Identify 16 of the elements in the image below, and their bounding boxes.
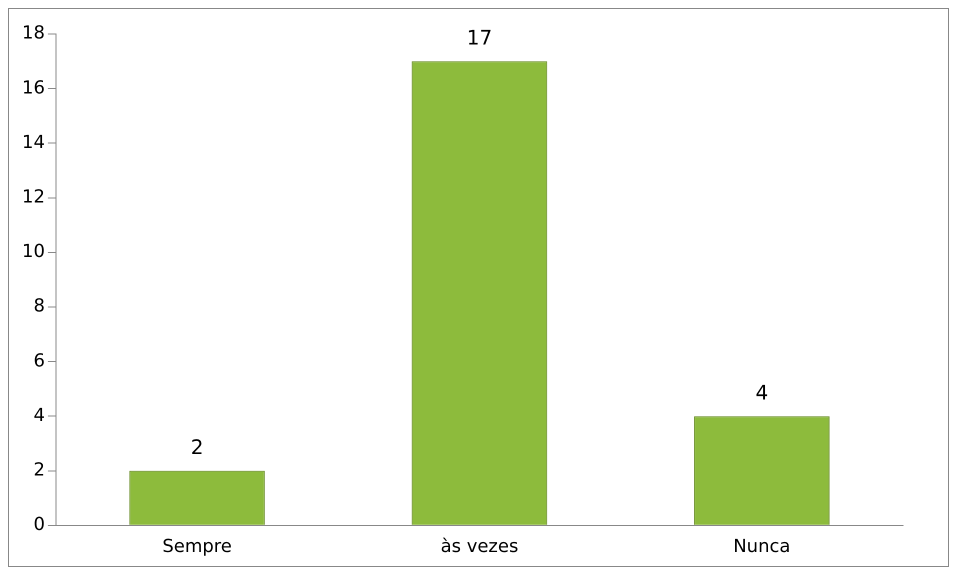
x-tick-label: Sempre: [162, 536, 232, 557]
data-label: 2: [190, 435, 204, 460]
x-tick-label: às vezes: [440, 536, 518, 557]
y-tick-label: 18: [22, 22, 45, 44]
x-tick-label: Nunca: [733, 536, 790, 557]
y-tick-label: 0: [33, 514, 45, 536]
y-tick-label: 6: [33, 350, 45, 372]
y-tick-label: 2: [33, 459, 45, 480]
y-tick-label: 8: [33, 296, 45, 317]
y-tick-label: 10: [22, 241, 45, 262]
data-label: 4: [755, 380, 768, 404]
y-tick-label: 16: [22, 77, 45, 98]
y-tick-label: 14: [22, 132, 45, 153]
y-tick-label: 4: [33, 404, 45, 426]
y-tick-label: 12: [22, 186, 45, 208]
data-label: 17: [466, 26, 492, 50]
